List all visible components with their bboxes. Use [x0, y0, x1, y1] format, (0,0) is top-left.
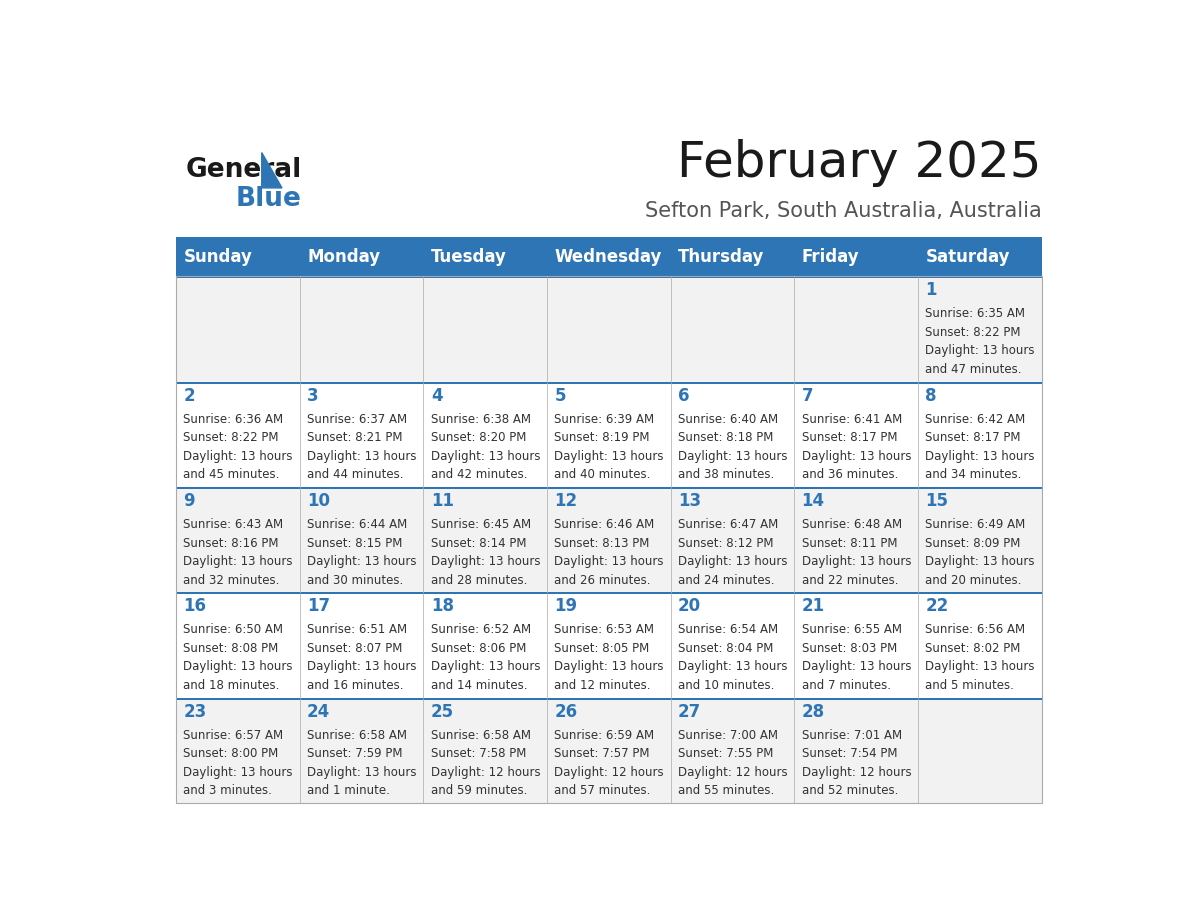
Text: Sunrise: 6:58 AM
Sunset: 7:58 PM
Daylight: 12 hours
and 59 minutes.: Sunrise: 6:58 AM Sunset: 7:58 PM Dayligh… [431, 729, 541, 797]
Text: General: General [185, 157, 302, 184]
FancyBboxPatch shape [176, 382, 1042, 487]
Text: 6: 6 [678, 386, 689, 405]
Text: 22: 22 [925, 598, 948, 615]
Text: 11: 11 [431, 492, 454, 510]
Text: Sunrise: 6:39 AM
Sunset: 8:19 PM
Daylight: 13 hours
and 40 minutes.: Sunrise: 6:39 AM Sunset: 8:19 PM Dayligh… [555, 413, 664, 481]
FancyBboxPatch shape [176, 592, 1042, 594]
FancyBboxPatch shape [176, 238, 1042, 276]
Text: 13: 13 [678, 492, 701, 510]
Text: Sunrise: 6:56 AM
Sunset: 8:02 PM
Daylight: 13 hours
and 5 minutes.: Sunrise: 6:56 AM Sunset: 8:02 PM Dayligh… [925, 623, 1035, 692]
Text: 19: 19 [555, 598, 577, 615]
Text: Sunrise: 6:55 AM
Sunset: 8:03 PM
Daylight: 13 hours
and 7 minutes.: Sunrise: 6:55 AM Sunset: 8:03 PM Dayligh… [802, 623, 911, 692]
Text: Sunrise: 6:47 AM
Sunset: 8:12 PM
Daylight: 13 hours
and 24 minutes.: Sunrise: 6:47 AM Sunset: 8:12 PM Dayligh… [678, 518, 788, 587]
Text: 5: 5 [555, 386, 565, 405]
Text: Sunrise: 7:00 AM
Sunset: 7:55 PM
Daylight: 12 hours
and 55 minutes.: Sunrise: 7:00 AM Sunset: 7:55 PM Dayligh… [678, 729, 788, 797]
Text: Saturday: Saturday [925, 248, 1010, 266]
Text: 27: 27 [678, 702, 701, 721]
FancyBboxPatch shape [176, 237, 1042, 241]
Text: 2: 2 [183, 386, 195, 405]
Text: Thursday: Thursday [678, 248, 764, 266]
FancyBboxPatch shape [176, 698, 1042, 700]
Text: 10: 10 [308, 492, 330, 510]
Text: 4: 4 [431, 386, 442, 405]
Text: 26: 26 [555, 702, 577, 721]
Text: 25: 25 [431, 702, 454, 721]
Text: 23: 23 [183, 702, 207, 721]
Text: Sunrise: 6:58 AM
Sunset: 7:59 PM
Daylight: 13 hours
and 1 minute.: Sunrise: 6:58 AM Sunset: 7:59 PM Dayligh… [308, 729, 417, 797]
Text: Tuesday: Tuesday [431, 248, 506, 266]
Text: Sunrise: 6:40 AM
Sunset: 8:18 PM
Daylight: 13 hours
and 38 minutes.: Sunrise: 6:40 AM Sunset: 8:18 PM Dayligh… [678, 413, 788, 481]
FancyBboxPatch shape [176, 382, 1042, 384]
FancyBboxPatch shape [176, 276, 1042, 382]
Text: Sunrise: 6:43 AM
Sunset: 8:16 PM
Daylight: 13 hours
and 32 minutes.: Sunrise: 6:43 AM Sunset: 8:16 PM Dayligh… [183, 518, 293, 587]
Text: Sunrise: 6:52 AM
Sunset: 8:06 PM
Daylight: 13 hours
and 14 minutes.: Sunrise: 6:52 AM Sunset: 8:06 PM Dayligh… [431, 623, 541, 692]
Text: February 2025: February 2025 [677, 140, 1042, 187]
Text: Wednesday: Wednesday [555, 248, 662, 266]
Text: 24: 24 [308, 702, 330, 721]
Text: Sunrise: 6:59 AM
Sunset: 7:57 PM
Daylight: 12 hours
and 57 minutes.: Sunrise: 6:59 AM Sunset: 7:57 PM Dayligh… [555, 729, 664, 797]
Text: Sefton Park, South Australia, Australia: Sefton Park, South Australia, Australia [645, 200, 1042, 220]
Text: Sunrise: 6:48 AM
Sunset: 8:11 PM
Daylight: 13 hours
and 22 minutes.: Sunrise: 6:48 AM Sunset: 8:11 PM Dayligh… [802, 518, 911, 587]
Polygon shape [261, 152, 282, 188]
Text: Sunrise: 6:57 AM
Sunset: 8:00 PM
Daylight: 13 hours
and 3 minutes.: Sunrise: 6:57 AM Sunset: 8:00 PM Dayligh… [183, 729, 293, 797]
Text: 18: 18 [431, 598, 454, 615]
FancyBboxPatch shape [176, 487, 1042, 489]
Text: 14: 14 [802, 492, 824, 510]
FancyBboxPatch shape [176, 276, 1042, 278]
Text: Sunrise: 6:36 AM
Sunset: 8:22 PM
Daylight: 13 hours
and 45 minutes.: Sunrise: 6:36 AM Sunset: 8:22 PM Dayligh… [183, 413, 293, 481]
Text: Sunrise: 6:49 AM
Sunset: 8:09 PM
Daylight: 13 hours
and 20 minutes.: Sunrise: 6:49 AM Sunset: 8:09 PM Dayligh… [925, 518, 1035, 587]
Text: Blue: Blue [236, 185, 302, 211]
Text: Sunrise: 6:35 AM
Sunset: 8:22 PM
Daylight: 13 hours
and 47 minutes.: Sunrise: 6:35 AM Sunset: 8:22 PM Dayligh… [925, 308, 1035, 375]
Text: 16: 16 [183, 598, 207, 615]
Text: Friday: Friday [802, 248, 859, 266]
Text: Sunday: Sunday [183, 248, 252, 266]
Text: 9: 9 [183, 492, 195, 510]
Text: 21: 21 [802, 598, 824, 615]
Text: Sunrise: 6:54 AM
Sunset: 8:04 PM
Daylight: 13 hours
and 10 minutes.: Sunrise: 6:54 AM Sunset: 8:04 PM Dayligh… [678, 623, 788, 692]
Text: Sunrise: 6:46 AM
Sunset: 8:13 PM
Daylight: 13 hours
and 26 minutes.: Sunrise: 6:46 AM Sunset: 8:13 PM Dayligh… [555, 518, 664, 587]
Text: Sunrise: 6:41 AM
Sunset: 8:17 PM
Daylight: 13 hours
and 36 minutes.: Sunrise: 6:41 AM Sunset: 8:17 PM Dayligh… [802, 413, 911, 481]
Text: Sunrise: 6:45 AM
Sunset: 8:14 PM
Daylight: 13 hours
and 28 minutes.: Sunrise: 6:45 AM Sunset: 8:14 PM Dayligh… [431, 518, 541, 587]
Text: Sunrise: 6:53 AM
Sunset: 8:05 PM
Daylight: 13 hours
and 12 minutes.: Sunrise: 6:53 AM Sunset: 8:05 PM Dayligh… [555, 623, 664, 692]
Text: 28: 28 [802, 702, 824, 721]
Text: Sunrise: 6:38 AM
Sunset: 8:20 PM
Daylight: 13 hours
and 42 minutes.: Sunrise: 6:38 AM Sunset: 8:20 PM Dayligh… [431, 413, 541, 481]
Text: 12: 12 [555, 492, 577, 510]
Text: Sunrise: 6:44 AM
Sunset: 8:15 PM
Daylight: 13 hours
and 30 minutes.: Sunrise: 6:44 AM Sunset: 8:15 PM Dayligh… [308, 518, 417, 587]
FancyBboxPatch shape [176, 698, 1042, 803]
Text: Monday: Monday [308, 248, 380, 266]
FancyBboxPatch shape [176, 487, 1042, 592]
Text: 15: 15 [925, 492, 948, 510]
Text: Sunrise: 7:01 AM
Sunset: 7:54 PM
Daylight: 12 hours
and 52 minutes.: Sunrise: 7:01 AM Sunset: 7:54 PM Dayligh… [802, 729, 911, 797]
FancyBboxPatch shape [176, 592, 1042, 698]
Text: 20: 20 [678, 598, 701, 615]
Text: Sunrise: 6:50 AM
Sunset: 8:08 PM
Daylight: 13 hours
and 18 minutes.: Sunrise: 6:50 AM Sunset: 8:08 PM Dayligh… [183, 623, 293, 692]
Text: 8: 8 [925, 386, 937, 405]
Text: 1: 1 [925, 282, 937, 299]
Text: Sunrise: 6:51 AM
Sunset: 8:07 PM
Daylight: 13 hours
and 16 minutes.: Sunrise: 6:51 AM Sunset: 8:07 PM Dayligh… [308, 623, 417, 692]
Text: 17: 17 [308, 598, 330, 615]
Text: 7: 7 [802, 386, 814, 405]
Text: 3: 3 [308, 386, 318, 405]
Text: Sunrise: 6:37 AM
Sunset: 8:21 PM
Daylight: 13 hours
and 44 minutes.: Sunrise: 6:37 AM Sunset: 8:21 PM Dayligh… [308, 413, 417, 481]
Text: Sunrise: 6:42 AM
Sunset: 8:17 PM
Daylight: 13 hours
and 34 minutes.: Sunrise: 6:42 AM Sunset: 8:17 PM Dayligh… [925, 413, 1035, 481]
